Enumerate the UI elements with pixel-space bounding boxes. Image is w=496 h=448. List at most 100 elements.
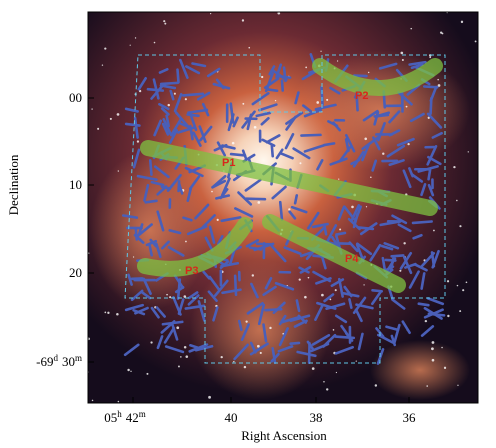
vector	[250, 282, 259, 299]
star	[431, 341, 435, 344]
vector	[179, 58, 189, 79]
star	[261, 75, 264, 79]
vector	[192, 131, 202, 147]
vector	[320, 255, 327, 270]
vector	[278, 327, 289, 347]
vector	[156, 335, 164, 350]
vector	[150, 306, 160, 319]
star	[116, 312, 119, 316]
vector	[177, 298, 185, 315]
vector	[427, 183, 435, 197]
vector	[212, 82, 231, 90]
vector	[212, 306, 219, 322]
x-axis-title: Right Ascension	[241, 428, 327, 443]
vector	[373, 110, 380, 126]
vector	[271, 69, 288, 82]
vector	[356, 242, 373, 256]
star	[401, 59, 404, 62]
vector	[240, 323, 250, 342]
star	[363, 284, 365, 286]
star	[457, 384, 459, 386]
star	[437, 84, 441, 87]
vector	[385, 325, 400, 332]
vector	[381, 256, 387, 272]
vector	[348, 241, 359, 253]
vector	[169, 89, 175, 101]
tick-number: 40	[225, 410, 238, 425]
vector	[417, 302, 430, 307]
vector	[186, 113, 200, 118]
vector	[329, 86, 341, 95]
vector	[292, 147, 311, 160]
vector	[264, 276, 273, 290]
vector	[187, 108, 209, 114]
star	[311, 367, 315, 370]
vector	[427, 312, 446, 317]
vector	[133, 116, 139, 139]
vector	[401, 320, 411, 335]
star	[437, 78, 439, 81]
star	[243, 365, 247, 369]
vector	[124, 303, 145, 312]
tick-label: 05h 42m	[104, 409, 146, 425]
vector	[293, 194, 299, 205]
vector	[198, 125, 207, 143]
vector	[380, 244, 394, 251]
tick-unit: h	[117, 409, 122, 419]
vector	[137, 223, 144, 236]
vector	[134, 227, 139, 241]
vector	[149, 238, 158, 248]
star	[307, 276, 310, 279]
vector	[152, 78, 160, 100]
vector	[158, 67, 169, 74]
star	[323, 381, 325, 383]
vector	[337, 205, 346, 221]
star	[474, 40, 477, 43]
star	[169, 296, 172, 299]
vector	[176, 126, 196, 134]
vector	[191, 62, 207, 68]
region-label: P4	[345, 253, 359, 265]
vector	[136, 174, 158, 181]
vector	[388, 129, 401, 137]
star	[210, 13, 212, 15]
star	[288, 208, 291, 211]
star	[456, 199, 458, 202]
vector	[206, 67, 221, 78]
vector	[391, 214, 408, 225]
vector	[166, 173, 182, 192]
vector	[168, 229, 182, 235]
vector	[148, 244, 153, 257]
vector	[271, 346, 277, 365]
star	[332, 329, 335, 331]
star	[462, 289, 465, 292]
star	[176, 326, 180, 330]
vector	[275, 148, 284, 160]
vector	[216, 235, 224, 246]
star	[241, 19, 245, 22]
star	[367, 71, 370, 74]
vector	[176, 68, 180, 84]
vector	[337, 277, 344, 298]
vector	[410, 172, 424, 183]
vector	[278, 200, 284, 221]
star	[253, 125, 257, 129]
vector	[300, 133, 322, 137]
vector	[329, 157, 348, 166]
star	[424, 319, 428, 323]
vector	[390, 254, 405, 258]
star	[355, 360, 357, 362]
vector	[402, 256, 413, 275]
vector	[298, 266, 310, 274]
vector	[187, 294, 200, 306]
vector	[255, 111, 272, 118]
vector	[143, 183, 150, 202]
star	[153, 41, 156, 44]
vector	[144, 199, 158, 204]
vector	[376, 333, 395, 344]
star	[129, 44, 131, 46]
star	[460, 20, 464, 24]
vector	[357, 332, 364, 351]
vector	[186, 225, 208, 236]
star	[400, 51, 404, 55]
